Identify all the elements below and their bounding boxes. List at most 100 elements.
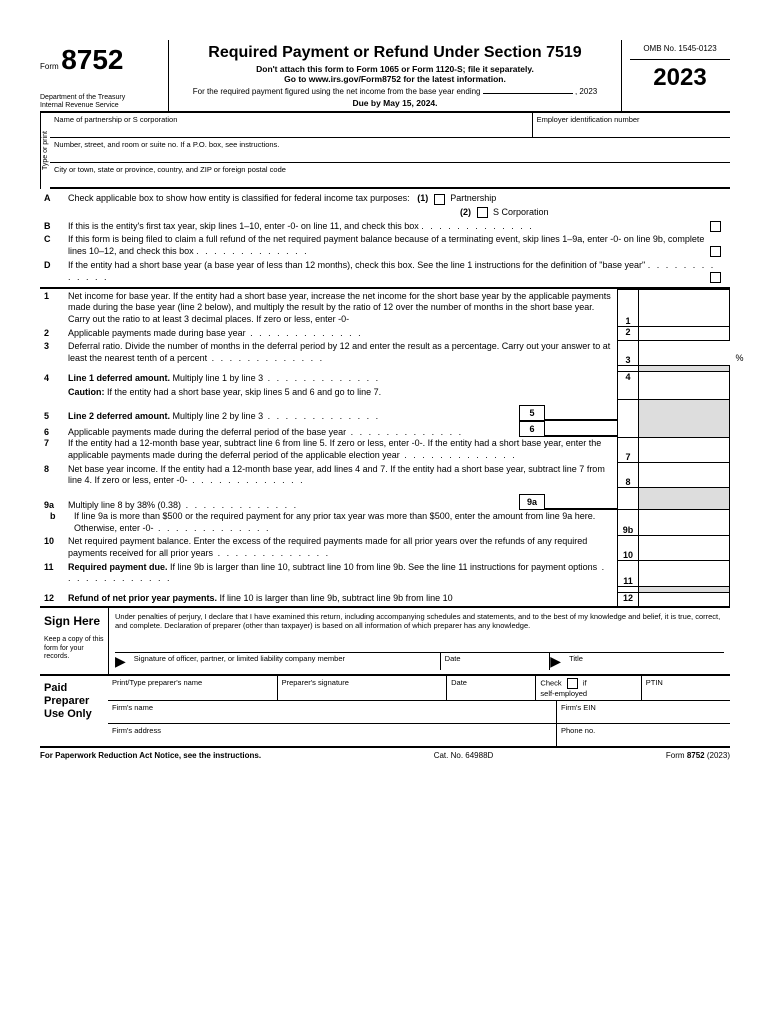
line-c-text: If this form is being filed to claim a f… — [68, 234, 730, 257]
identity-block: Type or print Name of partnership or S c… — [40, 113, 730, 189]
header-left: Form 8752 Department of the Treasury Int… — [40, 40, 169, 111]
subtitle-1: Don't attach this form to Form 1065 or F… — [175, 64, 615, 74]
num-9b: 9b — [618, 510, 639, 535]
val-11[interactable] — [639, 561, 730, 586]
short-year-checkbox[interactable] — [710, 272, 721, 283]
scorp-checkbox[interactable] — [477, 207, 488, 218]
due-date: Due by May 15, 2024. — [175, 98, 615, 108]
title-field[interactable]: Title — [565, 653, 724, 670]
preparer-sig-field[interactable]: Preparer's signature — [278, 676, 448, 700]
line-12-text: Refund of net prior year payments. If li… — [68, 593, 617, 605]
label-5: 5 — [40, 411, 68, 421]
val-10[interactable] — [639, 535, 730, 560]
label-6: 6 — [40, 427, 68, 437]
calculation-table: 1 Net income for base year. If the entit… — [40, 289, 730, 608]
refund-checkbox[interactable] — [710, 246, 721, 257]
street-field[interactable]: Number, street, and room or suite no. If… — [50, 138, 730, 162]
city-field[interactable]: City or town, state or province, country… — [50, 163, 730, 187]
dept-line2: Internal Revenue Service — [40, 102, 160, 110]
val-9b[interactable] — [639, 510, 730, 535]
line-1-text: Net income for base year. If the entity … — [68, 291, 617, 326]
preparer-heading: Paid Preparer Use Only — [40, 676, 108, 746]
year-ending-field[interactable] — [483, 93, 573, 94]
signature-field[interactable]: Signature of officer, partner, or limite… — [130, 653, 441, 670]
firm-name-field[interactable]: Firm's name — [108, 701, 557, 723]
line-a-text: Check applicable box to show how entity … — [68, 193, 730, 205]
num-3: 3 — [618, 340, 639, 365]
label-9b: b — [40, 511, 74, 521]
subtitle-2: Go to www.irs.gov/Form8752 for the lates… — [175, 74, 615, 84]
self-employed-checkbox[interactable] — [567, 678, 578, 689]
form-title: Required Payment or Refund Under Section… — [175, 44, 615, 62]
val-3[interactable]: % — [639, 340, 730, 365]
label-a: A — [40, 193, 68, 203]
num-1: 1 — [618, 290, 639, 327]
line-3-text: Deferral ratio. Divide the number of mon… — [68, 341, 617, 364]
label-7: 7 — [40, 438, 68, 448]
num-7: 7 — [618, 437, 639, 462]
footer-form-ref: Form 8752 (2023) — [666, 751, 730, 760]
line-b-text: If this is the entity's first tax year, … — [68, 221, 730, 233]
partnership-checkbox[interactable] — [434, 194, 445, 205]
firm-address-field[interactable]: Firm's address — [108, 724, 557, 746]
catalog-number: Cat. No. 64988D — [434, 751, 494, 760]
val-8[interactable] — [639, 463, 730, 488]
ptin-field[interactable]: PTIN — [642, 676, 730, 700]
label-12: 12 — [40, 593, 68, 603]
name-field[interactable]: Name of partnership or S corporation — [50, 113, 533, 137]
sign-here-block: Sign Here Keep a copy of this form for y… — [40, 608, 730, 676]
label-4: 4 — [40, 373, 68, 383]
val-4[interactable] — [639, 372, 730, 399]
line-2-text: Applicable payments made during base yea… — [68, 328, 617, 340]
preparer-name-field[interactable]: Print/Type preparer's name — [108, 676, 278, 700]
label-10: 10 — [40, 536, 68, 546]
label-3: 3 — [40, 341, 68, 351]
form-word: Form — [40, 62, 59, 71]
preparer-date-field[interactable]: Date — [447, 676, 536, 700]
paperwork-notice: For Paperwork Reduction Act Notice, see … — [40, 751, 261, 760]
title-arrow-icon: ▶ — [550, 653, 561, 670]
line-6-text: Applicable payments made during the defe… — [68, 427, 519, 437]
perjury-declaration: Under penalties of perjury, I declare th… — [115, 612, 724, 630]
header-middle: Required Payment or Refund Under Section… — [169, 40, 622, 111]
line-11-text: Required payment due. If line 9b is larg… — [68, 562, 617, 585]
line-7-text: If the entity had a 12-month base year, … — [68, 438, 617, 461]
sign-date-field[interactable]: Date — [441, 653, 551, 670]
page-footer: For Paperwork Reduction Act Notice, see … — [40, 748, 730, 760]
num-6: 6 — [519, 421, 545, 437]
first-year-checkbox[interactable] — [710, 221, 721, 232]
form-header: Form 8752 Department of the Treasury Int… — [40, 40, 730, 113]
val-2[interactable] — [639, 327, 730, 341]
header-right: OMB No. 1545-0123 2023 — [622, 40, 730, 111]
num-2: 2 — [618, 327, 639, 341]
firm-ein-field[interactable]: Firm's EIN — [557, 701, 730, 723]
signature-arrow-icon: ▶ — [115, 653, 126, 670]
val-7[interactable] — [639, 437, 730, 462]
val-1[interactable] — [639, 290, 730, 327]
dept-line1: Department of the Treasury — [40, 94, 160, 102]
num-5: 5 — [519, 405, 545, 421]
label-d: D — [40, 260, 68, 270]
val-9a[interactable] — [545, 508, 617, 510]
keep-copy-note: Keep a copy of this form for your record… — [44, 636, 104, 661]
paid-preparer-block: Paid Preparer Use Only Print/Type prepar… — [40, 676, 730, 748]
label-1: 1 — [40, 291, 68, 301]
val-6[interactable] — [545, 435, 617, 437]
base-year-instruction: For the required payment figured using t… — [175, 87, 615, 96]
line-9a-text: Multiply line 8 by 38% (0.38) — [68, 500, 519, 510]
num-8: 8 — [618, 463, 639, 488]
val-5[interactable] — [545, 419, 617, 421]
ein-field[interactable]: Employer identification number — [533, 113, 730, 137]
line-8-text: Net base year income. If the entity had … — [68, 464, 617, 487]
val-12[interactable] — [639, 592, 730, 607]
self-employed-cell: Check if self-employed — [536, 676, 641, 700]
line-5-text: Line 2 deferred amount. Multiply line 2 … — [68, 411, 519, 421]
phone-field[interactable]: Phone no. — [557, 724, 730, 746]
type-or-print-label: Type or print — [40, 113, 50, 189]
label-b: B — [40, 221, 68, 231]
line-9b-text: If line 9a is more than $500 or the requ… — [74, 511, 617, 534]
label-11: 11 — [40, 562, 68, 572]
omb-number: OMB No. 1545-0123 — [630, 44, 730, 60]
label-c: C — [40, 234, 68, 244]
label-9a: 9a — [40, 500, 68, 510]
